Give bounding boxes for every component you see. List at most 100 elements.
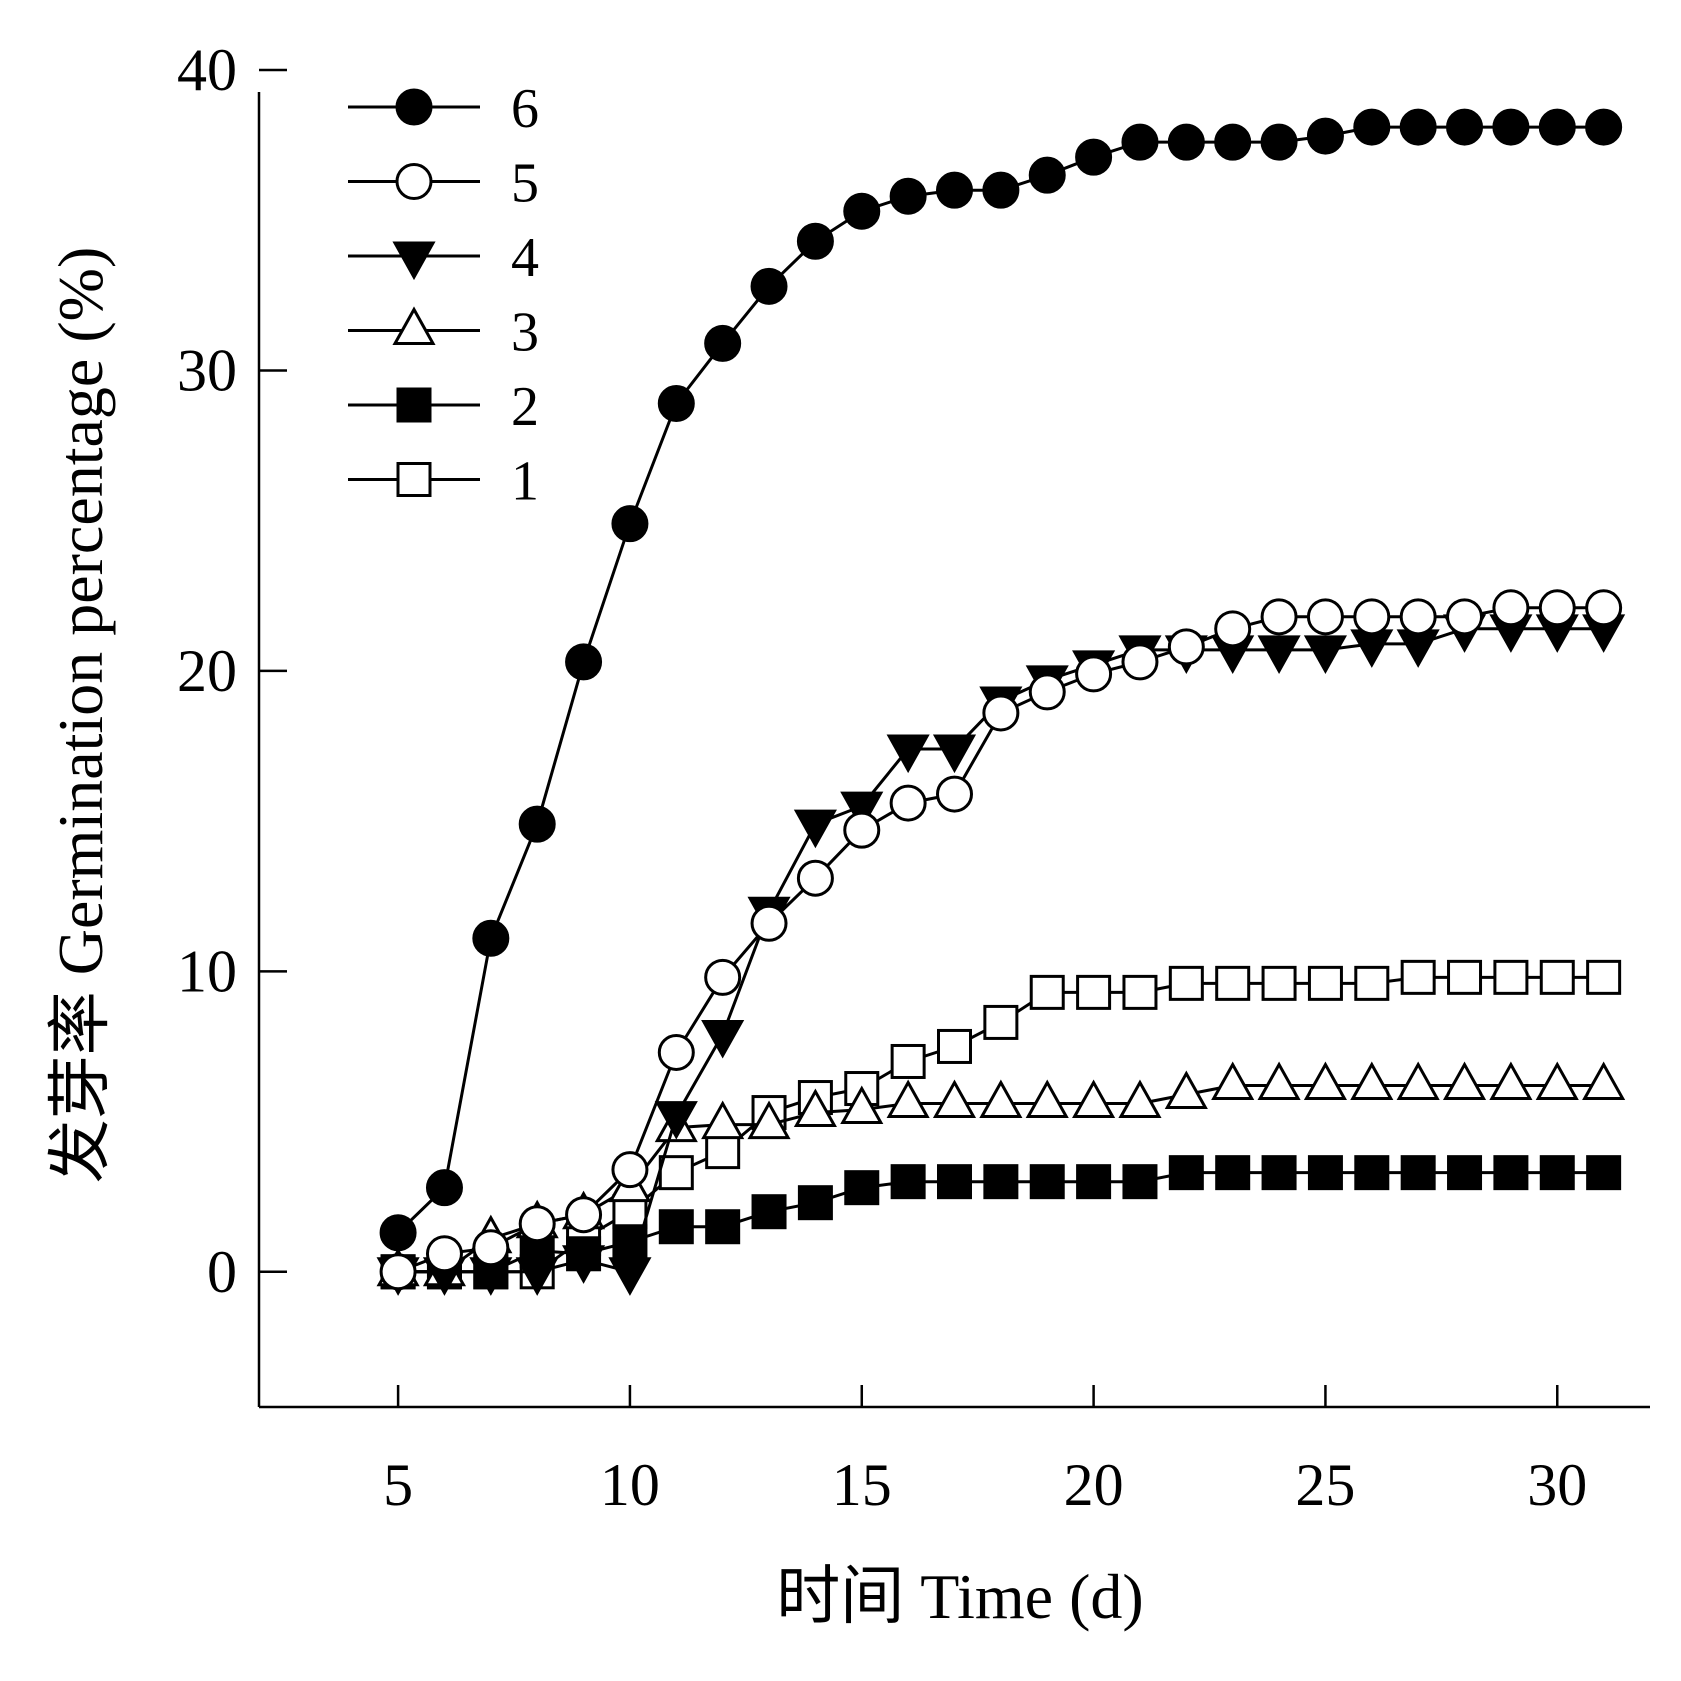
data-point	[796, 222, 834, 260]
data-point	[1400, 959, 1436, 995]
data-point	[705, 1134, 741, 1170]
data-point	[1076, 1164, 1112, 1200]
y-tick-label: 40	[177, 37, 237, 103]
data-point	[658, 1155, 694, 1191]
data-point	[1493, 1155, 1529, 1191]
data-point	[1350, 1061, 1394, 1101]
data-point	[840, 1085, 884, 1125]
data-point	[472, 1229, 510, 1267]
data-point	[1396, 1061, 1440, 1101]
data-point	[1257, 1061, 1301, 1101]
data-point	[1025, 1079, 1069, 1119]
data-point	[1303, 635, 1347, 674]
data-point	[379, 1253, 417, 1291]
data-point	[1122, 974, 1158, 1010]
legend-marker	[392, 306, 436, 345]
legend-label: 6	[511, 78, 539, 140]
data-point	[1400, 1155, 1436, 1191]
data-point	[1303, 1061, 1347, 1101]
data-point	[1168, 1155, 1204, 1191]
legend-marker	[396, 387, 432, 423]
data-point	[1396, 629, 1440, 668]
legend-label: 1	[511, 451, 539, 513]
x-tick-label: 5	[383, 1452, 413, 1518]
legend-item-2: 2	[348, 376, 539, 438]
data-point	[425, 1169, 463, 1207]
data-point	[796, 859, 834, 897]
data-point	[1260, 598, 1298, 636]
data-point	[1446, 108, 1484, 146]
data-point	[1585, 589, 1623, 627]
legend-marker	[395, 163, 433, 200]
data-point	[840, 791, 884, 831]
data-point	[1164, 1070, 1208, 1110]
data-point	[1121, 123, 1159, 161]
data-point	[565, 643, 603, 681]
data-point	[705, 1209, 741, 1245]
data-point	[1029, 974, 1065, 1010]
data-point	[1539, 1155, 1575, 1191]
data-point	[1493, 959, 1529, 995]
data-point	[982, 171, 1020, 209]
data-point	[1075, 655, 1113, 693]
data-point	[1260, 123, 1298, 161]
data-point	[1028, 673, 1066, 711]
data-point	[1075, 138, 1113, 176]
data-point	[1214, 123, 1252, 161]
data-point	[1350, 629, 1394, 668]
data-point	[1307, 1155, 1343, 1191]
data-point	[937, 1028, 972, 1064]
data-point	[1538, 108, 1576, 146]
data-point	[658, 1209, 694, 1245]
data-point	[1447, 1155, 1483, 1191]
data-point	[890, 1043, 926, 1079]
data-point	[932, 734, 977, 774]
data-point	[1168, 965, 1204, 1001]
data-point	[750, 267, 788, 305]
data-point	[886, 734, 930, 774]
y-tick-label: 30	[177, 337, 237, 403]
series-5	[379, 589, 1623, 1291]
legend-marker	[392, 241, 436, 281]
data-point	[1076, 974, 1112, 1010]
x-tick-label: 25	[1295, 1452, 1355, 1518]
data-point	[1354, 1155, 1390, 1191]
data-point	[472, 919, 510, 957]
data-point	[889, 177, 927, 215]
data-point	[1586, 1155, 1622, 1191]
data-point	[1492, 589, 1530, 627]
x-tick-label: 10	[600, 1452, 660, 1518]
legend-marker	[395, 88, 433, 126]
data-point	[654, 1101, 698, 1140]
data-point	[1442, 1061, 1487, 1101]
data-point	[793, 1088, 837, 1128]
data-point	[611, 1151, 649, 1189]
data-point	[704, 324, 742, 362]
series-6	[379, 108, 1623, 1252]
legend-item-5: 5	[348, 153, 539, 215]
data-point	[1582, 1061, 1626, 1101]
data-point	[701, 1019, 745, 1059]
data-point	[379, 1214, 417, 1252]
data-point	[1307, 965, 1343, 1001]
legend-label: 5	[511, 153, 539, 215]
legend-item-1: 1	[348, 451, 539, 513]
data-point	[1586, 959, 1622, 995]
data-point	[793, 809, 837, 849]
y-tick-label: 20	[177, 638, 237, 704]
data-point	[1538, 589, 1576, 627]
data-point	[701, 1100, 745, 1140]
data-point	[1215, 965, 1251, 1001]
data-point	[1306, 117, 1344, 155]
data-point	[1261, 1155, 1297, 1191]
data-point	[515, 1257, 559, 1296]
legend-item-3: 3	[348, 302, 539, 364]
data-point	[704, 958, 742, 996]
plot-area	[376, 108, 1626, 1296]
data-point	[1353, 108, 1391, 146]
data-point	[843, 192, 881, 230]
data-point	[1028, 156, 1066, 194]
data-point	[1399, 108, 1437, 146]
